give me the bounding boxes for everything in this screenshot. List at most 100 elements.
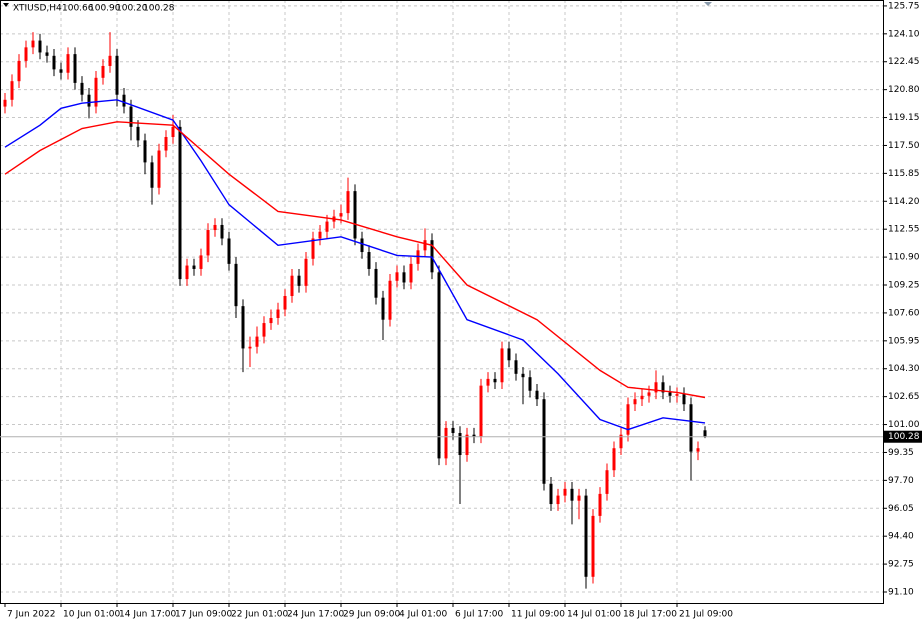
candle-body: [94, 77, 98, 107]
x-tick-label: 4 Jul 01:00: [399, 610, 448, 620]
candle-body: [633, 399, 637, 405]
x-tick-label: 18 Jul 17:00: [623, 610, 677, 620]
candle-body: [80, 82, 84, 95]
candle-body: [409, 263, 413, 283]
candle-body: [38, 40, 42, 53]
y-tick-label: 107.60: [888, 308, 920, 318]
candle-body: [339, 213, 343, 217]
y-tick-label: 91.10: [888, 588, 914, 598]
price-tag-label: 100.28: [888, 432, 920, 442]
y-tick-label: 94.40: [888, 532, 914, 542]
candle-body: [535, 390, 539, 400]
candle-body: [276, 309, 280, 318]
candle-body: [164, 137, 168, 151]
candle-body: [206, 230, 210, 256]
y-tick-label: 92.75: [888, 560, 914, 570]
y-tick-label: 101.00: [888, 420, 920, 430]
y-tick-label: 112.55: [888, 225, 920, 235]
y-tick-label: 105.95: [888, 336, 920, 346]
candle-body: [675, 394, 679, 396]
x-tick-label: 21 Jul 09:00: [679, 610, 733, 620]
candle-body: [451, 427, 455, 434]
candle-body: [17, 60, 21, 82]
candle-body: [444, 427, 448, 459]
candle-body: [31, 40, 35, 48]
candle-body: [171, 126, 175, 138]
candle-body: [591, 515, 595, 577]
y-tick-label: 125.75: [888, 1, 920, 11]
candle-body: [528, 377, 532, 391]
candle-body: [472, 434, 476, 437]
price-tag: [884, 430, 922, 443]
candle-body: [458, 433, 462, 455]
y-tick-label: 119.15: [888, 113, 920, 123]
candle-body: [325, 221, 329, 232]
candle-body: [395, 272, 399, 281]
x-tick-label: 29 Jun 09:00: [343, 610, 400, 620]
candle-body: [703, 430, 707, 437]
candle-body: [227, 238, 231, 264]
moving-average: [4, 99, 706, 431]
x-tick-label: 6 Jul 17:00: [455, 610, 504, 620]
candle-body: [430, 240, 434, 273]
candle-body: [668, 392, 672, 396]
candle-body: [437, 272, 441, 459]
candle-body: [45, 52, 49, 56]
candle-body: [577, 495, 581, 501]
candle-body: [101, 65, 105, 78]
chart-title: XTIUSD,H4: [13, 4, 62, 14]
candle-body: [654, 382, 658, 393]
candle-body: [346, 191, 350, 214]
candle-body: [500, 348, 504, 383]
candle-body: [59, 69, 63, 73]
candle-body: [619, 434, 623, 449]
candle-body: [87, 94, 91, 107]
ohlc-label: 100.20: [116, 4, 148, 14]
candle-body: [136, 126, 140, 141]
candle-body: [192, 265, 196, 269]
candle-body: [199, 255, 203, 269]
candle-body: [598, 493, 602, 516]
candle-body: [514, 360, 518, 374]
y-tick-label: 104.30: [888, 364, 920, 374]
candle-body: [381, 297, 385, 320]
candle-body: [157, 150, 161, 188]
x-tick-label: 14 Jun 17:00: [119, 610, 176, 620]
candle-body: [24, 47, 28, 61]
y-tick-label: 96.05: [888, 504, 914, 514]
candle-body: [73, 54, 77, 83]
y-tick-label: 109.25: [888, 281, 920, 291]
candle-body: [213, 224, 217, 231]
candle-body: [360, 238, 364, 253]
candle-body: [507, 348, 511, 361]
candle-body: [318, 231, 322, 239]
candle-body: [304, 258, 308, 286]
candle-body: [661, 382, 665, 393]
shift-marker: [704, 2, 712, 6]
moving-average: [4, 121, 706, 399]
candle-body: [220, 224, 224, 239]
candle-body: [185, 265, 189, 280]
y-tick-label: 99.35: [888, 448, 914, 458]
candle-body: [402, 272, 406, 283]
candle-body: [542, 399, 546, 484]
candle-body: [479, 385, 483, 437]
candle-body: [150, 162, 154, 188]
candle-body: [696, 448, 700, 452]
plot-frame: [0, 0, 884, 604]
candle-body: [612, 448, 616, 471]
candle-body: [549, 483, 553, 505]
y-tick-label: 97.70: [888, 476, 914, 486]
ohlc-label: 100.90: [89, 4, 121, 14]
candle-body: [311, 238, 315, 259]
x-tick-label: 22 Jun 01:00: [231, 610, 288, 620]
candle-body: [605, 470, 609, 494]
candle-body: [486, 378, 490, 386]
x-tick-label: 17 Jun 09:00: [175, 610, 232, 620]
candle-body: [3, 99, 7, 107]
candle-body: [248, 346, 252, 349]
candle-body: [353, 191, 357, 239]
y-tick-label: 122.45: [888, 57, 920, 67]
y-tick-label: 124.10: [888, 29, 920, 39]
